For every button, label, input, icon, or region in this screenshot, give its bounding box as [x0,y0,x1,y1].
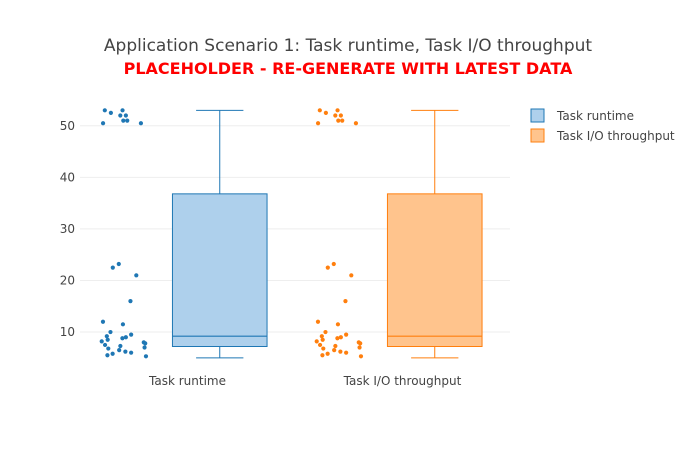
data-point [323,110,328,115]
data-point [125,118,130,123]
data-point [333,343,338,349]
data-point [110,351,115,356]
data-point [123,113,128,118]
data-point [120,322,126,327]
iqr-box[interactable] [171,193,268,347]
x-axis-ticks: Task runtime Task I/O throughput [148,374,462,388]
legend[interactable]: Task runtime Task I/O throughput [530,108,675,143]
data-point [105,353,110,358]
data-point [142,345,147,350]
data-point [344,332,349,337]
data-point [344,350,349,355]
data-point [105,337,110,342]
data-point [357,345,362,350]
data-point [129,350,134,355]
data-point [317,342,323,348]
chart-title: Application Scenario 1: Task runtime, Ta… [104,36,592,56]
data-point [320,353,325,358]
data-point [110,265,115,270]
y-tick-label: 20 [60,273,75,287]
data-point [129,332,134,337]
data-point [106,346,111,351]
series-layer [99,108,483,359]
legend-swatch [530,128,545,143]
data-point [335,322,341,327]
data-point [138,121,144,126]
data-point [325,265,330,270]
series-1 [99,108,268,359]
data-point [116,261,121,267]
data-point [343,299,348,304]
data-point [336,118,341,123]
x-tick-label: Task I/O throughput [343,374,462,388]
data-point [118,343,123,349]
data-point [134,273,139,278]
data-point [315,319,321,324]
data-point [102,342,108,348]
data-point [340,118,345,123]
legend-item[interactable]: Task runtime [530,108,634,123]
legend-label: Task runtime [556,109,634,123]
chart-subtitle: PLACEHOLDER - RE-GENERATE WITH LATEST DA… [124,59,573,78]
data-point [108,110,113,115]
data-point [99,339,104,344]
data-point [120,336,125,341]
data-point [338,335,343,340]
x-tick-label: Task runtime [148,374,226,388]
data-point [315,121,321,126]
data-point [338,349,343,354]
data-point [335,336,340,341]
data-point [143,341,148,346]
data-point [319,334,324,339]
legend-item[interactable]: Task I/O throughput [530,128,675,143]
data-point [100,319,106,324]
data-point [108,329,113,335]
y-tick-label: 10 [60,325,75,339]
legend-swatch [530,108,545,123]
y-tick-label: 40 [60,170,75,184]
y-tick-label: 30 [60,222,75,236]
data-point [317,108,322,113]
data-point [321,346,326,351]
y-tick-label: 50 [60,119,75,133]
data-point [117,348,122,353]
data-point [353,121,359,126]
data-point [121,118,126,123]
data-point [338,113,343,118]
data-point [358,341,363,346]
data-point [100,121,106,126]
data-point [143,354,149,359]
data-point [349,273,354,278]
data-point [332,348,337,353]
data-point [333,113,338,118]
y-axis-ticks: 10 20 30 40 50 [60,119,75,339]
data-point [123,349,128,354]
data-point [128,299,133,304]
data-point [335,108,340,113]
data-point [325,351,330,356]
data-point [102,108,107,113]
iqr-box[interactable] [386,193,483,347]
data-point [320,337,325,342]
data-point [120,108,125,113]
data-point [118,113,123,118]
data-point [358,354,364,359]
legend-label: Task I/O throughput [556,129,675,143]
data-point [314,339,319,344]
data-point [323,329,328,335]
series-2 [314,108,483,359]
data-point [331,261,336,267]
data-point [123,335,128,340]
data-point [104,334,109,339]
